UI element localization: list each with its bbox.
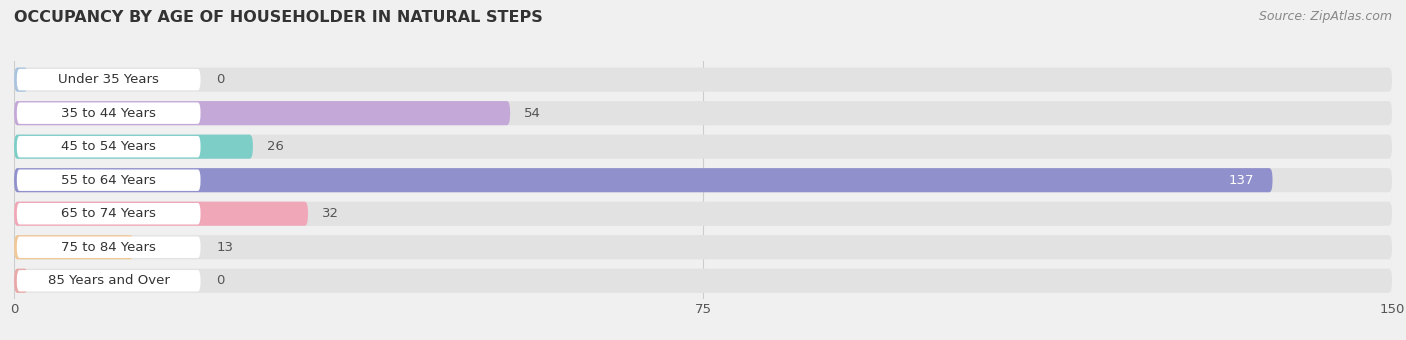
FancyBboxPatch shape bbox=[14, 101, 1392, 125]
FancyBboxPatch shape bbox=[17, 169, 201, 191]
Text: 35 to 44 Years: 35 to 44 Years bbox=[62, 107, 156, 120]
FancyBboxPatch shape bbox=[14, 269, 1392, 293]
FancyBboxPatch shape bbox=[17, 237, 201, 258]
FancyBboxPatch shape bbox=[17, 136, 201, 157]
FancyBboxPatch shape bbox=[14, 68, 28, 92]
Text: 75 to 84 Years: 75 to 84 Years bbox=[62, 241, 156, 254]
Text: 55 to 64 Years: 55 to 64 Years bbox=[62, 174, 156, 187]
Text: 85 Years and Over: 85 Years and Over bbox=[48, 274, 170, 287]
Text: Source: ZipAtlas.com: Source: ZipAtlas.com bbox=[1258, 10, 1392, 23]
FancyBboxPatch shape bbox=[14, 202, 1392, 226]
FancyBboxPatch shape bbox=[14, 68, 1392, 92]
Text: 137: 137 bbox=[1229, 174, 1254, 187]
FancyBboxPatch shape bbox=[17, 69, 201, 90]
Text: 32: 32 bbox=[322, 207, 339, 220]
FancyBboxPatch shape bbox=[14, 269, 28, 293]
FancyBboxPatch shape bbox=[14, 235, 134, 259]
Text: 26: 26 bbox=[267, 140, 284, 153]
Text: Under 35 Years: Under 35 Years bbox=[58, 73, 159, 86]
FancyBboxPatch shape bbox=[17, 203, 201, 224]
FancyBboxPatch shape bbox=[17, 270, 201, 291]
Text: OCCUPANCY BY AGE OF HOUSEHOLDER IN NATURAL STEPS: OCCUPANCY BY AGE OF HOUSEHOLDER IN NATUR… bbox=[14, 10, 543, 25]
FancyBboxPatch shape bbox=[14, 168, 1272, 192]
Text: 0: 0 bbox=[217, 73, 225, 86]
Text: 45 to 54 Years: 45 to 54 Years bbox=[62, 140, 156, 153]
FancyBboxPatch shape bbox=[17, 102, 201, 124]
Text: 65 to 74 Years: 65 to 74 Years bbox=[62, 207, 156, 220]
Text: 0: 0 bbox=[217, 274, 225, 287]
FancyBboxPatch shape bbox=[14, 168, 1392, 192]
FancyBboxPatch shape bbox=[14, 101, 510, 125]
FancyBboxPatch shape bbox=[14, 235, 1392, 259]
Text: 54: 54 bbox=[524, 107, 541, 120]
Text: 13: 13 bbox=[217, 241, 233, 254]
FancyBboxPatch shape bbox=[14, 135, 253, 159]
FancyBboxPatch shape bbox=[14, 202, 308, 226]
FancyBboxPatch shape bbox=[14, 135, 1392, 159]
